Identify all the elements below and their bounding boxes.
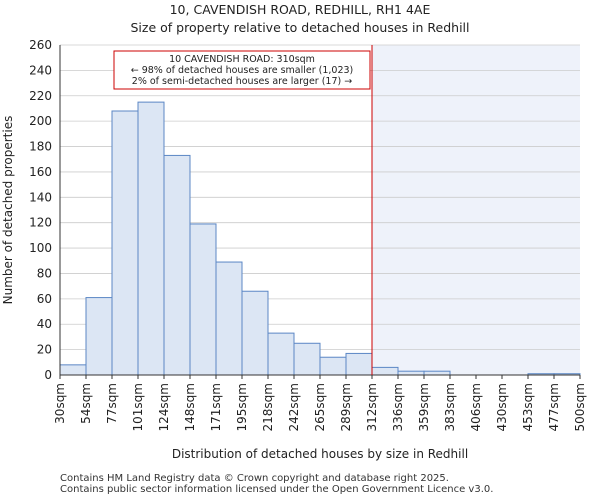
bar xyxy=(215,261,243,376)
y-tick-label: 80 xyxy=(37,266,52,280)
bar xyxy=(423,370,451,376)
bar xyxy=(397,370,425,376)
x-tick-label: 101sqm xyxy=(131,383,145,431)
x-axis-label: Distribution of detached houses by size … xyxy=(172,447,468,461)
y-tick-label: 160 xyxy=(29,165,52,179)
x-tick-label: 383sqm xyxy=(443,383,457,431)
bar xyxy=(189,223,217,376)
y-tick-label: 40 xyxy=(37,317,52,331)
bar xyxy=(241,290,269,376)
bar xyxy=(59,364,87,376)
y-tick-label: 220 xyxy=(29,89,52,103)
footer-licence: Contains public sector information licen… xyxy=(60,484,494,495)
x-tick-label: 312sqm xyxy=(365,383,379,431)
x-tick-label: 218sqm xyxy=(261,383,275,431)
y-axis-label: Number of detached properties xyxy=(1,116,15,305)
x-tick-label: 148sqm xyxy=(183,383,197,431)
x-tick-label: 453sqm xyxy=(521,383,535,431)
bar xyxy=(163,154,191,376)
x-tick-label: 406sqm xyxy=(469,383,483,431)
x-tick-label: 359sqm xyxy=(417,383,431,431)
x-tick-label: 500sqm xyxy=(573,383,587,431)
x-tick-label: 265sqm xyxy=(313,383,327,431)
bar xyxy=(345,352,373,376)
highlight-region xyxy=(372,45,580,375)
y-tick-label: 140 xyxy=(29,190,52,204)
x-tick-label: 242sqm xyxy=(287,383,301,431)
bar xyxy=(319,356,347,376)
bar xyxy=(137,101,165,376)
x-tick-label: 171sqm xyxy=(209,383,223,431)
bar xyxy=(267,332,295,376)
annotation-line: 2% of semi-detached houses are larger (1… xyxy=(132,76,352,87)
y-tick-label: 200 xyxy=(29,114,52,128)
y-tick-label: 260 xyxy=(29,38,52,52)
x-tick-label: 124sqm xyxy=(157,383,171,431)
y-tick-label: 100 xyxy=(29,241,52,255)
x-tick-label: 195sqm xyxy=(235,383,249,431)
annotation-box xyxy=(113,50,371,90)
x-tick-label: 477sqm xyxy=(547,383,561,431)
y-tick-label: 180 xyxy=(29,140,52,154)
y-tick-label: 0 xyxy=(44,368,52,382)
y-tick-label: 20 xyxy=(37,343,52,357)
y-tick-label: 240 xyxy=(29,63,52,77)
annotation-line: 10 CAVENDISH ROAD: 310sqm xyxy=(169,54,315,65)
chart-title: 10, CAVENDISH ROAD, REDHILL, RH1 4AE xyxy=(169,2,431,17)
x-tick-label: 430sqm xyxy=(495,383,509,431)
bar xyxy=(371,366,399,376)
x-tick-label: 289sqm xyxy=(339,383,353,431)
footer-copyright: Contains HM Land Registry data © Crown c… xyxy=(60,473,449,484)
annotation-line: ← 98% of detached houses are smaller (1,… xyxy=(131,65,354,76)
bar xyxy=(293,342,321,376)
x-tick-label: 336sqm xyxy=(391,383,405,431)
x-tick-label: 30sqm xyxy=(53,383,67,424)
x-tick-label: 77sqm xyxy=(105,383,119,424)
histogram-chart: 0 20 40 60 80 100 120 140 160 180 200 220 240 260 30sq… xyxy=(1,38,587,461)
chart-subtitle: Size of property relative to detached ho… xyxy=(130,20,470,35)
bar xyxy=(85,297,113,376)
x-tick-label: 54sqm xyxy=(79,383,93,424)
y-tick-label: 60 xyxy=(37,292,52,306)
bar xyxy=(111,110,139,376)
y-tick-label: 120 xyxy=(29,216,52,230)
